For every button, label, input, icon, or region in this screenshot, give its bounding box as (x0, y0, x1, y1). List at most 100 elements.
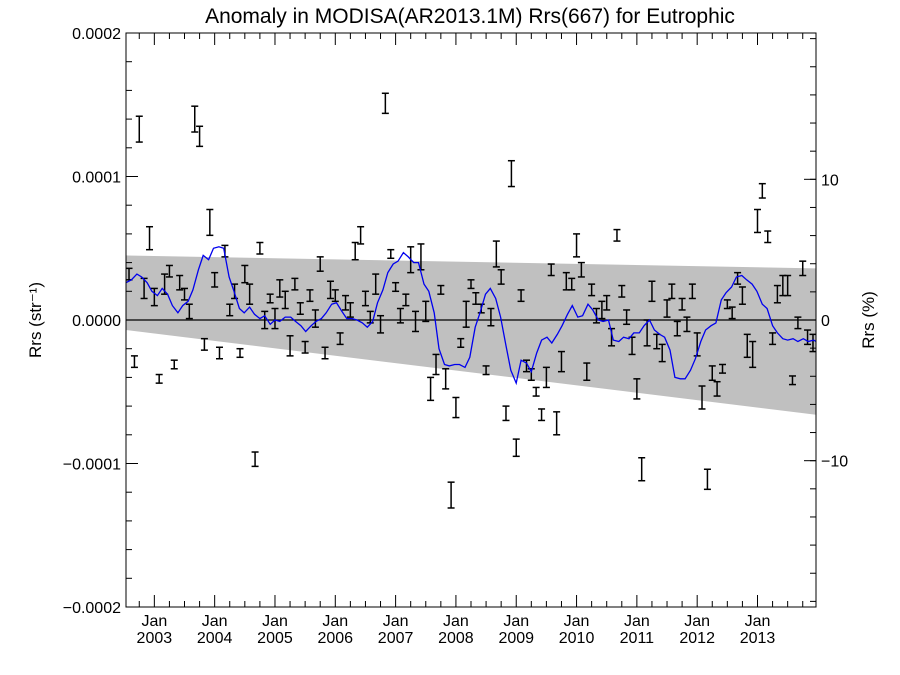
data-point-errorbar (577, 261, 585, 278)
data-point-errorbar (708, 365, 716, 382)
data-point-errorbar (196, 125, 204, 148)
data-point-errorbar (758, 182, 766, 199)
data-point-errorbar (538, 408, 546, 422)
data-point-errorbar (140, 277, 148, 300)
data-point-errorbar (286, 335, 294, 357)
data-point-errorbar (372, 273, 380, 295)
data-point-errorbar (603, 294, 611, 311)
data-point-errorbar (457, 337, 465, 349)
y-tick-label-right: −10 (821, 454, 848, 471)
data-point-errorbar (130, 355, 138, 369)
data-point-errorbar (165, 264, 173, 278)
y-tick-label-left: 0.0001 (72, 170, 121, 187)
data-point-errorbar (618, 284, 626, 298)
data-point-errorbar (346, 302, 354, 318)
data-point-errorbar (412, 310, 420, 333)
data-point-errorbar (437, 284, 445, 295)
data-point-errorbar (261, 310, 269, 330)
data-point-errorbar (241, 264, 249, 284)
x-tick-label-month: Jan (141, 613, 167, 630)
y-tick-label-right: 10 (821, 172, 839, 189)
x-tick-label-month: Jan (684, 613, 710, 630)
x-tick-label-year: 2006 (317, 630, 353, 647)
data-point-errorbar (150, 287, 158, 307)
data-point-errorbar (422, 300, 430, 323)
data-point-errorbar (698, 385, 706, 410)
smoothed-series-line (125, 246, 817, 386)
data-point-errorbar (507, 159, 515, 188)
x-tick-label-year: 2007 (378, 630, 414, 647)
data-point-errorbar (788, 375, 796, 386)
x-tick-label-month: Jan (745, 613, 771, 630)
data-point-errorbar (648, 280, 656, 303)
data-point-errorbar (256, 241, 264, 255)
data-point-errorbar (794, 316, 802, 330)
data-point-errorbar (377, 314, 385, 334)
data-point-errorbar (276, 279, 284, 298)
data-point-errorbar (155, 373, 163, 384)
data-point-errorbar (743, 333, 751, 359)
data-point-errorbar (351, 241, 359, 261)
data-point-errorbar (336, 332, 344, 346)
data-point-errorbar (723, 299, 731, 310)
data-point-errorbar (683, 316, 691, 333)
x-tick-label-year: 2005 (257, 630, 293, 647)
x-tick-label-month: Jan (383, 613, 409, 630)
data-point-errorbar (658, 343, 666, 363)
data-point-errorbar (206, 208, 214, 237)
ticks-layer: 0.0002 0.0001 0.0000 −0.0001 −0.0002 10 0 −10 Ja… (63, 26, 849, 647)
data-point-errorbar (281, 290, 289, 310)
data-point-errorbar (191, 105, 199, 133)
data-point-errorbar (200, 337, 208, 351)
data-point-errorbar (185, 303, 193, 320)
data-point-errorbar (392, 281, 400, 293)
data-point-errorbar (291, 277, 299, 291)
data-point-errorbar (753, 208, 761, 234)
data-point-errorbar (387, 248, 395, 260)
data-point-errorbar (613, 228, 621, 242)
y-tick-label-left: −0.0002 (63, 600, 121, 617)
data-point-errorbar (321, 346, 329, 360)
data-point-errorbar (553, 411, 561, 436)
y-axis-label-left: Rrs (str⁻¹) (26, 282, 45, 358)
data-point-errorbar (482, 365, 490, 376)
data-point-errorbar (181, 287, 189, 301)
data-point-errorbar (357, 225, 365, 245)
data-point-errorbar (734, 271, 742, 285)
data-point-errorbar (246, 283, 254, 305)
data-point-errorbar (568, 277, 576, 291)
x-tick-label-month: Jan (322, 613, 348, 630)
data-point-errorbar (316, 256, 324, 272)
y-tick-label-left: 0.0002 (72, 26, 121, 43)
data-point-errorbar (427, 376, 435, 402)
data-point-errorbar (226, 303, 234, 317)
data-point-errorbar (678, 297, 686, 311)
data-point-errorbar (557, 350, 565, 373)
data-point-errorbar (236, 347, 244, 359)
data-point-errorbar (311, 309, 319, 328)
y-tick-label-left: 0.0000 (72, 313, 121, 330)
data-point-errorbar (402, 293, 410, 307)
data-point-errorbar (583, 362, 591, 382)
data-point-errorbar (517, 289, 525, 303)
y-tick-label-left: −0.0001 (63, 457, 121, 474)
data-point-errorbar (442, 368, 450, 390)
data-point-errorbar (432, 353, 440, 376)
data-point-errorbar (467, 279, 475, 290)
data-point-errorbar (462, 300, 470, 328)
data-point-errorbar (306, 289, 314, 303)
data-point-errorbar (542, 366, 550, 389)
data-point-errorbar (135, 115, 143, 143)
data-point-errorbar (342, 294, 350, 311)
data-point-errorbar (588, 283, 596, 297)
data-point-errorbar (326, 280, 334, 300)
data-point-errorbar (804, 329, 812, 346)
data-point-errorbar (809, 333, 817, 353)
x-tick-label-month: Jan (503, 613, 529, 630)
x-tick-label-year: 2011 (620, 630, 655, 647)
data-point-errorbar (769, 332, 777, 346)
data-point-errorbar (738, 286, 746, 305)
data-point-errorbar (713, 380, 721, 397)
x-tick-label-year: 2008 (438, 630, 474, 647)
